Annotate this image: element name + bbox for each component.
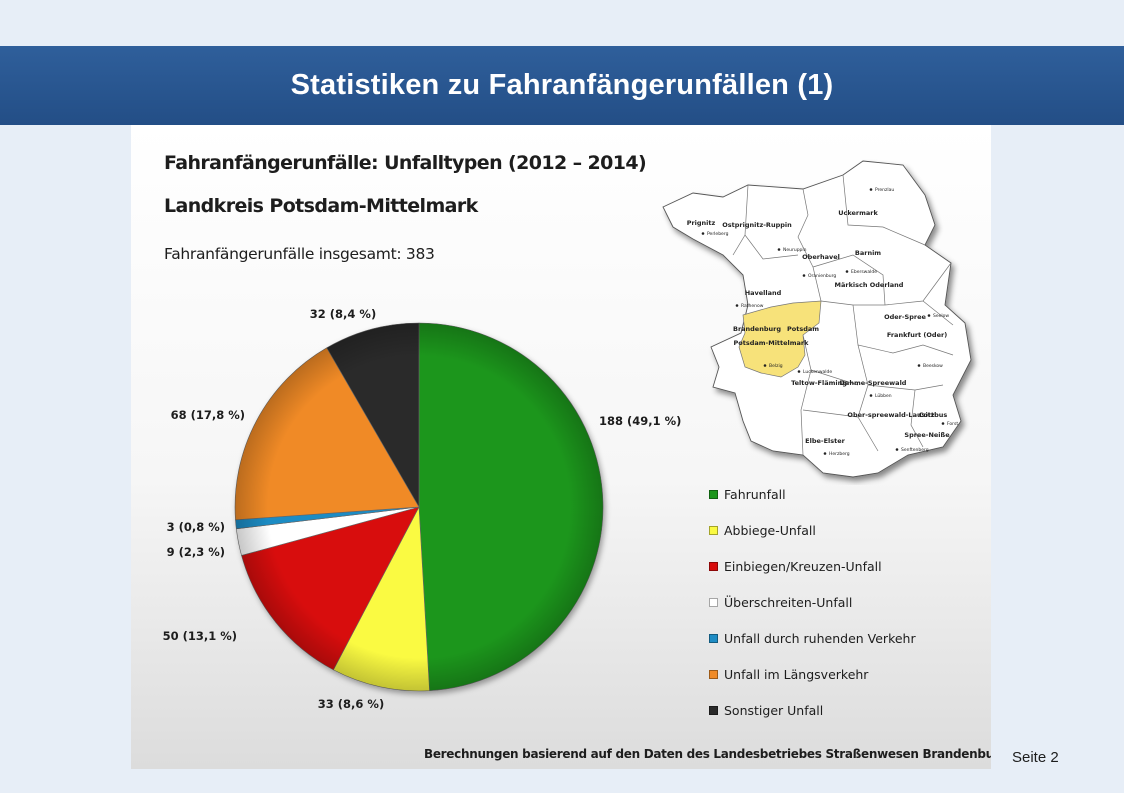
map-town-label: Forst — [947, 421, 958, 427]
pie-slices — [234, 322, 604, 692]
map-town-dot — [777, 248, 781, 251]
map-town-dot — [701, 232, 705, 235]
pie-slice-1 — [418, 322, 604, 692]
legend-label: Einbiegen/Kreuzen-Unfall — [724, 558, 882, 574]
legend-label: Unfall im Längsverkehr — [724, 666, 869, 682]
map-town-dot — [869, 394, 873, 397]
legend-label: Fahrunfall — [724, 486, 786, 502]
pie-data-label-1: 188 (49,1 %) — [599, 414, 681, 428]
pie-data-label-5: 3 (0,8 %) — [167, 520, 225, 534]
map-town-label: Seelow — [933, 313, 949, 319]
map-town-label: Herzberg — [829, 451, 850, 457]
potsdam-mittelmark-highlight — [738, 300, 822, 378]
legend-item-7: Sonstiger Unfall — [709, 692, 916, 728]
map-town-label: Lübben — [875, 393, 892, 399]
map-region-label: Potsdam — [787, 325, 819, 333]
total-line: Fahranfängerunfälle insgesamt: 383 — [164, 245, 435, 263]
map-town-dot — [823, 452, 827, 455]
slide-panel: Fahranfängerunfälle: Unfalltypen (2012 –… — [131, 125, 991, 769]
map-town-dot — [802, 274, 806, 277]
legend-item-6: Unfall im Längsverkehr — [709, 656, 916, 692]
region-title: Landkreis Potsdam-Mittelmark — [164, 195, 478, 217]
map-town-label: Belzig — [769, 363, 783, 369]
map-town-label: Rathenow — [741, 303, 764, 309]
source-note: Berechnungen basierend auf den Daten des… — [424, 747, 991, 761]
legend-item-2: Abbiege-Unfall — [709, 512, 916, 548]
map-town-label: Oranienburg — [808, 273, 836, 279]
map-region-label: Ostprignitz-Ruppin — [722, 221, 792, 229]
pie-data-label-4: 9 (2,3 %) — [167, 545, 225, 559]
map-region-label: Elbe-Elster — [805, 437, 845, 445]
legend-swatch — [709, 669, 718, 679]
map-region-label: Cottbus — [919, 411, 948, 419]
map-region-label: Oder-Spree — [884, 313, 926, 321]
map-region-label: Brandenburg — [733, 325, 781, 333]
legend-label: Abbiege-Unfall — [724, 522, 816, 538]
map-region-label: Märkisch Oderland — [835, 281, 904, 289]
legend-item-5: Unfall durch ruhenden Verkehr — [709, 620, 916, 656]
map-region-label: Havelland — [745, 289, 782, 297]
map-town-label: Neuruppin — [783, 247, 807, 253]
pie-data-label-3: 50 (13,1 %) — [163, 629, 237, 643]
legend-swatch — [709, 597, 718, 607]
map-town-dot — [735, 304, 739, 307]
map-town-dot — [895, 448, 899, 451]
map-town-label: Prenzlau — [875, 187, 894, 193]
legend-label: Unfall durch ruhenden Verkehr — [724, 630, 916, 646]
pie-data-label-6: 68 (17,8 %) — [171, 408, 245, 422]
map-town-dot — [927, 314, 931, 317]
page-number: Seite 2 — [1012, 749, 1059, 766]
map-town-dot — [941, 422, 945, 425]
legend-swatch — [709, 489, 718, 499]
pie-labels: 188 (49,1 %) 33 (8,6 %) 50 (13,1 %) 9 (2,3 … — [163, 307, 682, 711]
pie-data-label-2: 33 (8,6 %) — [318, 697, 384, 711]
map-town-label: Senftenberg — [901, 447, 929, 453]
map-town-dot — [917, 364, 921, 367]
map-town-label: Perleberg — [707, 231, 729, 237]
legend-swatch — [709, 561, 718, 571]
map-region-label: Potsdam-Mittelmark — [734, 339, 810, 347]
legend-item-3: Einbiegen/Kreuzen-Unfall — [709, 548, 916, 584]
map-region-label: Uckermark — [838, 209, 878, 217]
map-region-label: Oberhavel — [802, 253, 840, 261]
map-region-label: Frankfurt (Oder) — [887, 331, 947, 339]
chart-title: Fahranfängerunfälle: Unfalltypen (2012 –… — [164, 152, 647, 174]
legend-swatch — [709, 525, 718, 535]
legend-label: Überschreiten-Unfall — [724, 594, 853, 610]
map-region-label: Barnim — [855, 249, 881, 257]
map-region-label: Ober-spreewald-Lausitz — [847, 411, 934, 419]
legend-item-1: Fahrunfall — [709, 476, 916, 512]
map-region-label: Teltow-Fläming — [791, 379, 847, 387]
map-town-label: Eberswalde — [851, 269, 877, 275]
chart-legend: Fahrunfall Abbiege-Unfall Einbiegen/Kreuze… — [709, 476, 916, 728]
legend-swatch — [709, 633, 718, 643]
page-title: Statistiken zu Fahranfängerunfällen (1) — [290, 69, 834, 101]
map-region-label: Dahme-Spreewald — [840, 379, 907, 387]
map-town-dot — [763, 364, 767, 367]
legend-label: Sonstiger Unfall — [724, 702, 824, 718]
title-bar: Statistiken zu Fahranfängerunfällen (1) — [0, 46, 1124, 125]
legend-item-4: Überschreiten-Unfall — [709, 584, 916, 620]
map-region-label: Spree-Neiße — [904, 431, 950, 439]
map-town-label: Luckenwalde — [803, 369, 832, 375]
map-region-label: Prignitz — [687, 219, 716, 227]
map-town-label: Beeskow — [923, 363, 943, 369]
map-town-dot — [845, 270, 849, 273]
map-town-dot — [869, 188, 873, 191]
pie-data-label-7: 32 (8,4 %) — [310, 307, 376, 321]
map-town-dot — [797, 370, 801, 373]
brandenburg-map: Prignitz Ostprignitz-Ruppin Uckermark Oberh… — [662, 160, 972, 478]
legend-swatch — [709, 705, 718, 715]
